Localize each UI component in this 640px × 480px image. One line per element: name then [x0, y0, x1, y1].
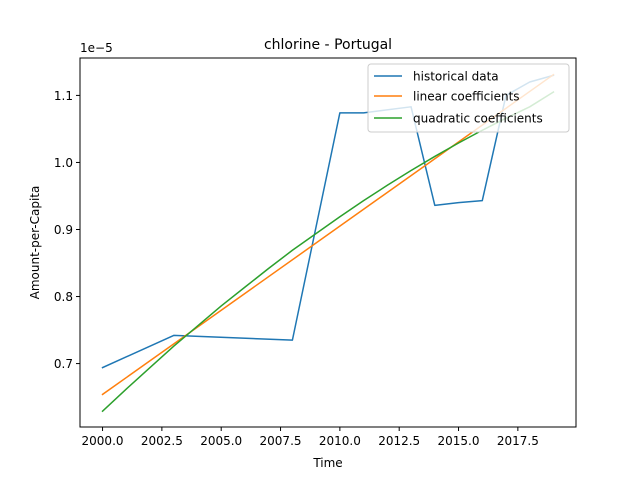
legend-label-quadratic: quadratic coefficients	[413, 112, 543, 126]
x-tick-label: 2015.0	[438, 434, 480, 448]
legend: historical data linear coefficients quad…	[367, 63, 570, 133]
x-tick-label: 2002.5	[141, 434, 183, 448]
y-axis-label: Amount-per-Capita	[28, 186, 42, 300]
plot-frame	[79, 57, 577, 428]
x-axis-label: Time	[312, 456, 342, 470]
legend-box	[367, 63, 570, 133]
chart-title: chlorine - Portugal	[264, 37, 392, 53]
x-tick-label: 2010.0	[319, 434, 361, 448]
x-tick-label: 2012.5	[378, 434, 420, 448]
x-tick-label: 2007.5	[260, 434, 302, 448]
y-tick-label: 0.7	[54, 357, 73, 371]
x-tick-label: 2000.0	[82, 434, 124, 448]
y-tick-label: 0.8	[54, 290, 73, 304]
x-tick-label: 2017.5	[497, 434, 539, 448]
y-tick-label: 1.0	[54, 156, 73, 170]
x-axis: 2000.0 2002.5 2005.0 2007.5 2010.0 2012.5 2015…	[82, 427, 539, 448]
y-axis: 0.7 0.8 0.9 1.0 1.1	[54, 89, 80, 371]
x-tick-label: 2005.0	[200, 434, 242, 448]
legend-label-historical: historical data	[413, 70, 499, 84]
y-tick-label: 1.1	[54, 89, 73, 103]
legend-label-linear: linear coefficients	[413, 90, 520, 104]
y-tick-label: 0.9	[54, 223, 73, 237]
y-axis-multiplier: 1e−5	[80, 41, 113, 55]
